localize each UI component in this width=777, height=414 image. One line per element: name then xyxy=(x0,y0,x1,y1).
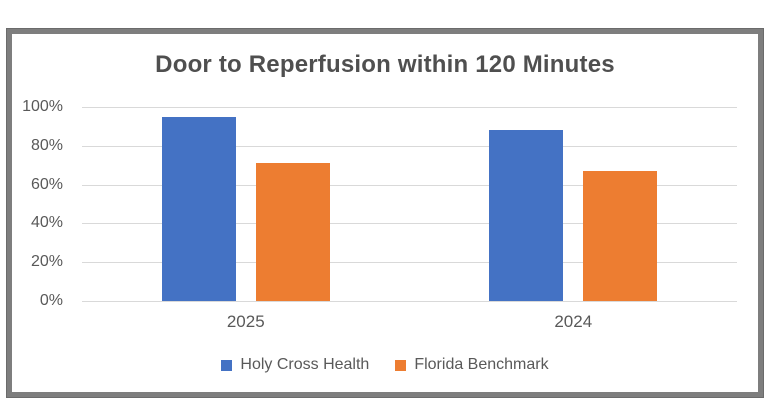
bar-holy-cross-health-2024 xyxy=(489,130,564,301)
y-tick-label-100: 100% xyxy=(22,98,63,115)
legend-item-holy-cross-health: Holy Cross Health xyxy=(221,356,369,374)
bars-layer xyxy=(82,107,737,301)
gridline-60 xyxy=(82,184,737,186)
x-axis-label-2024: 2024 xyxy=(554,312,593,331)
y-tick-label-60: 60% xyxy=(30,175,63,193)
gridline-20 xyxy=(82,262,737,264)
gridline-100 xyxy=(82,107,737,108)
legend-item-florida-benchmark: Florida Benchmark xyxy=(395,356,549,374)
bar-florida-benchmark-2024 xyxy=(583,171,658,301)
chart-frame: Door to Reperfusion within 120 Minutes 1… xyxy=(7,29,763,397)
y-tick-label-20: 20% xyxy=(30,253,63,271)
y-tick-label-80: 80% xyxy=(30,136,63,154)
plot-area: 100% 80% 60% 40% 20% 0% xyxy=(22,98,737,309)
gridline-40 xyxy=(82,223,737,225)
legend-label: Holy Cross Health xyxy=(240,356,370,373)
y-tick-label-40: 40% xyxy=(30,214,63,232)
gridline-0 xyxy=(82,301,737,302)
x-axis-label-2025: 2025 xyxy=(226,312,265,331)
legend-label: Florida Benchmark xyxy=(414,356,549,373)
x-axis-labels: 2025 2024 xyxy=(82,312,737,332)
legend-swatch-icon xyxy=(221,359,233,371)
bar-florida-benchmark-2025 xyxy=(255,163,330,301)
bar-group-2025 xyxy=(82,107,410,301)
gridline-80 xyxy=(82,145,737,147)
bar-group-2024 xyxy=(410,107,738,301)
legend-swatch-icon xyxy=(395,359,407,371)
legend: Holy Cross Health Florida Benchmark xyxy=(12,356,758,374)
y-tick-label-0: 0% xyxy=(39,292,63,309)
chart-title: Door to Reperfusion within 120 Minutes xyxy=(155,51,615,78)
bar-holy-cross-health-2025 xyxy=(161,116,236,301)
